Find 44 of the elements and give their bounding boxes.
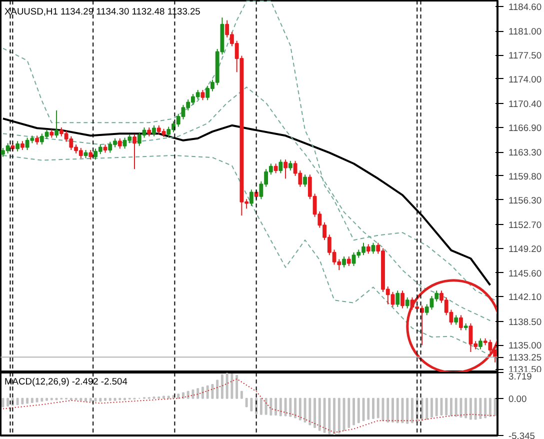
- candlestick: [88, 149, 93, 160]
- candlestick: [132, 134, 136, 170]
- y-tick-label: 1135.00: [508, 340, 542, 351]
- y-tick-label: 1184.60: [508, 2, 542, 12]
- y-tick-label: 1156.30: [508, 195, 542, 206]
- candlestick: [342, 256, 346, 268]
- candlestick: [249, 189, 254, 206]
- candlestick: [303, 174, 307, 188]
- chart-title: MACD(12,26,9) -2.492 -2.504: [4, 376, 128, 386]
- candlestick: [458, 314, 463, 331]
- y-tick-label: 1159.80: [508, 171, 542, 182]
- y-tick-label: 1166.90: [508, 122, 542, 133]
- y-tick-label: 1149.20: [508, 244, 542, 254]
- ref-line-label: 1133.25: [508, 352, 542, 363]
- candlestick: [152, 124, 156, 137]
- candlestick: [346, 256, 351, 267]
- candlestick: [118, 138, 122, 150]
- candlestick: [288, 160, 292, 171]
- candlestick: [16, 140, 20, 152]
- candlestick: [396, 290, 400, 308]
- y-tick-label: 1177.50: [508, 50, 542, 61]
- candlestick: [200, 89, 205, 101]
- y-tick-label: 3.719: [508, 372, 532, 382]
- candlestick: [405, 296, 410, 309]
- candlestick: [366, 244, 370, 254]
- candlestick: [54, 110, 58, 138]
- y-tick-label: 1145.60: [508, 268, 542, 278]
- y-tick-label: 1152.70: [508, 220, 542, 230]
- y-tick-label: 1181.00: [508, 26, 542, 37]
- candlestick: [478, 338, 482, 350]
- text: XAUUSD,H1 1134.29 1134.30 1132.48 1133.25: [4, 6, 200, 16]
- y-tick-label: 0.00: [508, 394, 527, 404]
- y-tick-label: 1174.00: [508, 74, 542, 84]
- y-tick-label: 1142.10: [508, 292, 542, 302]
- candlestick: [274, 163, 278, 174]
- candlestick: [400, 290, 404, 309]
- candlestick: [284, 159, 288, 180]
- candlestick: [454, 314, 458, 326]
- candlestick: [371, 242, 376, 254]
- y-tick-label: 1138.50: [508, 316, 542, 327]
- candlestick: [278, 159, 283, 174]
- y-tick-label: -5.345: [508, 431, 535, 439]
- y-tick-label: 1163.30: [508, 148, 542, 158]
- y-tick-label: 1170.40: [508, 99, 542, 110]
